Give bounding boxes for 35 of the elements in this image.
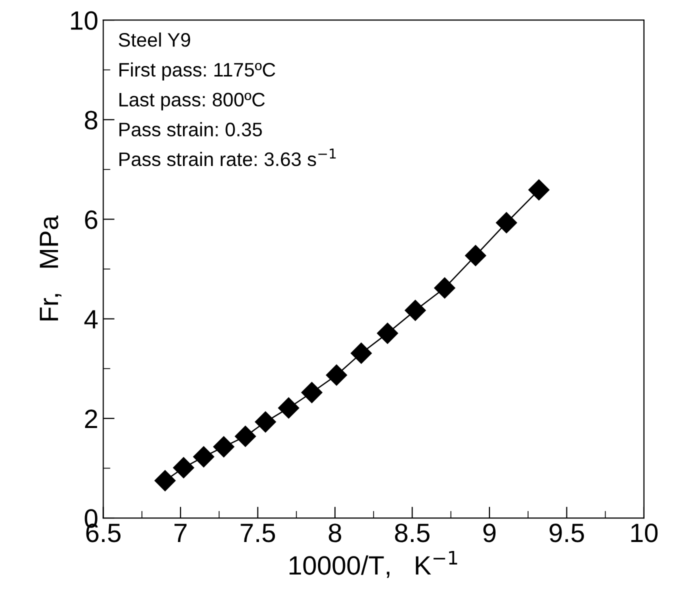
annotation: First pass: 1175ºC: [119, 62, 276, 81]
point: [278, 397, 300, 418]
point: [254, 411, 276, 432]
y-tick-label: 10: [71, 11, 98, 30]
x-tick-label: 8.5: [395, 524, 430, 542]
y-tick-label: 8: [84, 110, 98, 130]
x-tick-label: 7.5: [240, 524, 275, 542]
point: [193, 446, 214, 468]
annotation: Pass strain rate: 3.63 s$^{−1}$: [119, 148, 336, 166]
point: [465, 245, 486, 266]
point: [377, 322, 398, 344]
point: [213, 436, 234, 458]
y-tick-label: 2: [85, 410, 98, 428]
annotation: Pass strain: 0.35: [119, 122, 262, 136]
annotation: Last pass: 800ºC: [119, 92, 265, 110]
point: [496, 212, 517, 234]
point: [326, 364, 348, 386]
y-tick-label: 4: [84, 310, 98, 328]
point: [234, 426, 256, 447]
point: [154, 470, 176, 492]
point: [528, 179, 550, 200]
annotation: Steel Y9: [118, 32, 190, 47]
x-axis-title: 10000/T, K$^{−1}$: [290, 550, 458, 578]
x-tick-label: 8: [328, 524, 342, 542]
y-axis-title: Fr, MPa: [40, 216, 62, 320]
point: [301, 382, 322, 404]
point: [404, 300, 426, 321]
y-tick-label: 6: [85, 210, 98, 230]
point: [173, 457, 194, 478]
point: [434, 277, 456, 298]
x-tick-label: 10: [631, 524, 658, 542]
x-tick-label: 7: [174, 524, 187, 542]
x-tick-label: 9: [483, 524, 496, 542]
x-tick-label: 9.5: [550, 524, 584, 542]
point: [350, 342, 372, 364]
